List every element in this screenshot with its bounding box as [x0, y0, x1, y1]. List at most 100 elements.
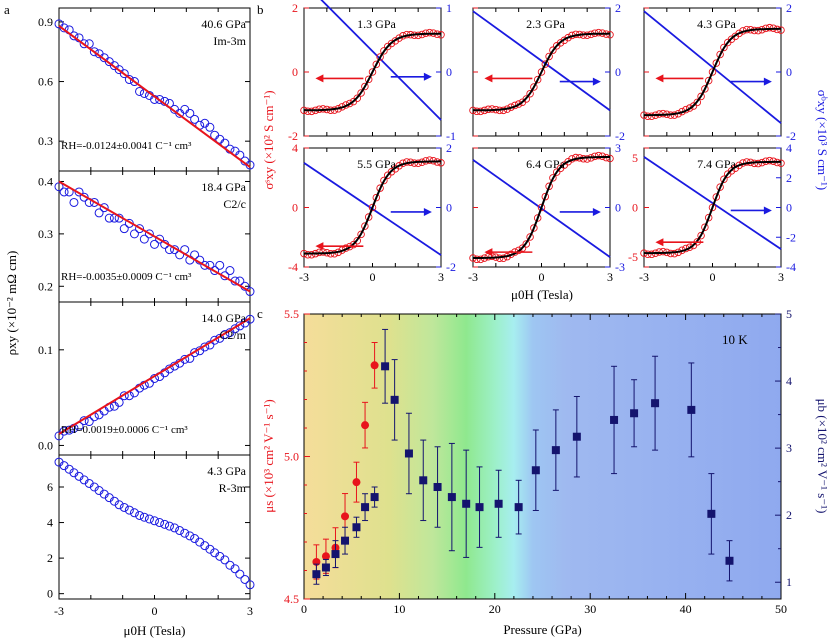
- left-y-tick-label: 0: [292, 65, 298, 79]
- data-point: [437, 159, 445, 167]
- data-point: [345, 99, 354, 108]
- bulk-mobility-point: [370, 493, 379, 502]
- data-point: [644, 250, 652, 258]
- data-point: [647, 250, 656, 259]
- data-point: [716, 183, 724, 191]
- data-point: [754, 26, 762, 35]
- x-tick-label: 0: [301, 602, 307, 616]
- bulk-mobility-point: [312, 570, 321, 579]
- data-point: [180, 528, 190, 538]
- right-y-tick-label: 1: [786, 575, 792, 589]
- data-point: [777, 26, 785, 34]
- right-y-tick-label: -2: [446, 260, 456, 274]
- temperature-annotation: 10 K: [722, 332, 748, 347]
- data-point: [549, 46, 557, 54]
- x-tick-label: -3: [54, 604, 64, 618]
- data-point: [425, 156, 434, 164]
- data-point: [119, 502, 129, 512]
- left-axis-arrow-head: [655, 238, 664, 247]
- data-point: [59, 426, 69, 436]
- hall-coefficient-label: RH=-0.0124±0.0041 C⁻¹ cm³: [61, 140, 192, 152]
- bulk-mobility-point: [341, 536, 350, 545]
- data-point: [135, 510, 145, 520]
- x-tick-label: 3: [438, 270, 444, 284]
- data-point: [245, 314, 255, 324]
- data-point: [735, 161, 743, 170]
- left-axis-arrow-head: [655, 74, 664, 83]
- data-point: [245, 580, 255, 590]
- x-tick-label: 40: [680, 602, 692, 616]
- data-point: [716, 50, 724, 59]
- panel-label-a: a: [4, 2, 10, 17]
- left-y-tick-label: 0: [632, 201, 638, 215]
- right-y-tick-label: 0: [615, 65, 621, 79]
- pressure-label: 6.4 GPa: [526, 157, 565, 171]
- data-point: [530, 83, 538, 91]
- data-point: [353, 94, 362, 103]
- y-tick-label: 0.3: [38, 134, 53, 148]
- hall-coefficient-label: RH=-0.0035±0.0009 C⁻¹ cm³: [61, 271, 192, 283]
- data-point: [647, 112, 656, 121]
- data-point: [89, 197, 99, 207]
- x-tick-label: 3: [607, 270, 613, 284]
- right-axis-arrow-head: [592, 207, 601, 216]
- data-point: [437, 31, 445, 39]
- right-y-tick-label: 0: [786, 65, 792, 79]
- fit-line: [58, 180, 251, 293]
- right-y-tick-label: 3: [786, 441, 792, 455]
- y-tick-label: 0.1: [38, 343, 53, 357]
- bulk-conductivity-line: [643, 10, 782, 124]
- data-point: [175, 526, 185, 536]
- data-point: [537, 203, 546, 212]
- pressure-label: 2.3 GPa: [526, 17, 565, 31]
- data-point: [594, 151, 603, 160]
- phase-label: C2/c: [223, 197, 246, 211]
- bulk-mobility-point: [419, 476, 428, 485]
- data-point: [304, 250, 312, 259]
- bulk-mobility-point: [531, 466, 540, 475]
- pressure-label: 14.0 GPa: [201, 311, 246, 325]
- data-point: [220, 555, 230, 565]
- data-point: [54, 431, 64, 441]
- bulk-conductivity-line: [472, 10, 611, 112]
- data-point: [387, 39, 396, 48]
- data-point: [708, 203, 717, 212]
- data-point: [144, 514, 154, 524]
- right-y-tick-label: -1: [446, 129, 456, 143]
- phase-label: Im-3m: [213, 34, 246, 48]
- x-tick-label: -3: [468, 270, 478, 284]
- data-point: [170, 523, 180, 533]
- left-axis-arrow-head: [315, 74, 324, 83]
- right-y-axis-label: μb (×10² cm² V⁻¹ s⁻¹): [815, 399, 830, 514]
- data-point: [476, 255, 485, 264]
- x-tick-label: 0: [370, 270, 376, 284]
- x-tick-label: -3: [639, 270, 649, 284]
- data-point: [704, 76, 713, 85]
- y-tick-label: 0.0: [38, 438, 53, 452]
- data-point: [549, 174, 557, 182]
- data-point: [69, 31, 79, 41]
- data-point: [84, 417, 94, 427]
- x-tick-label: -3: [299, 270, 309, 284]
- data-point: [522, 240, 531, 248]
- right-y-tick-label: 0: [615, 201, 621, 215]
- data-point: [727, 167, 736, 175]
- data-point: [124, 505, 134, 515]
- data-point: [135, 224, 145, 234]
- surface-fit-curve: [644, 160, 781, 255]
- data-point: [735, 29, 743, 38]
- left-y-tick-label: 0: [292, 201, 298, 215]
- data-point: [150, 239, 159, 249]
- surface-fit-curve: [304, 32, 441, 112]
- data-point: [372, 193, 381, 202]
- data-point: [357, 89, 365, 97]
- data-point: [155, 94, 165, 104]
- panel-a: 0.3 0.6 0.9 40.6 GPa Im-3m RH=-0.0124±0.0041 …: [4, 7, 255, 638]
- data-point: [556, 39, 565, 47]
- pressure-label: 7.4 GPa: [697, 157, 736, 171]
- bulk-mobility-point: [447, 493, 456, 502]
- data-point: [135, 86, 145, 96]
- right-y-tick-label: 4: [786, 141, 792, 155]
- data-point: [376, 53, 384, 61]
